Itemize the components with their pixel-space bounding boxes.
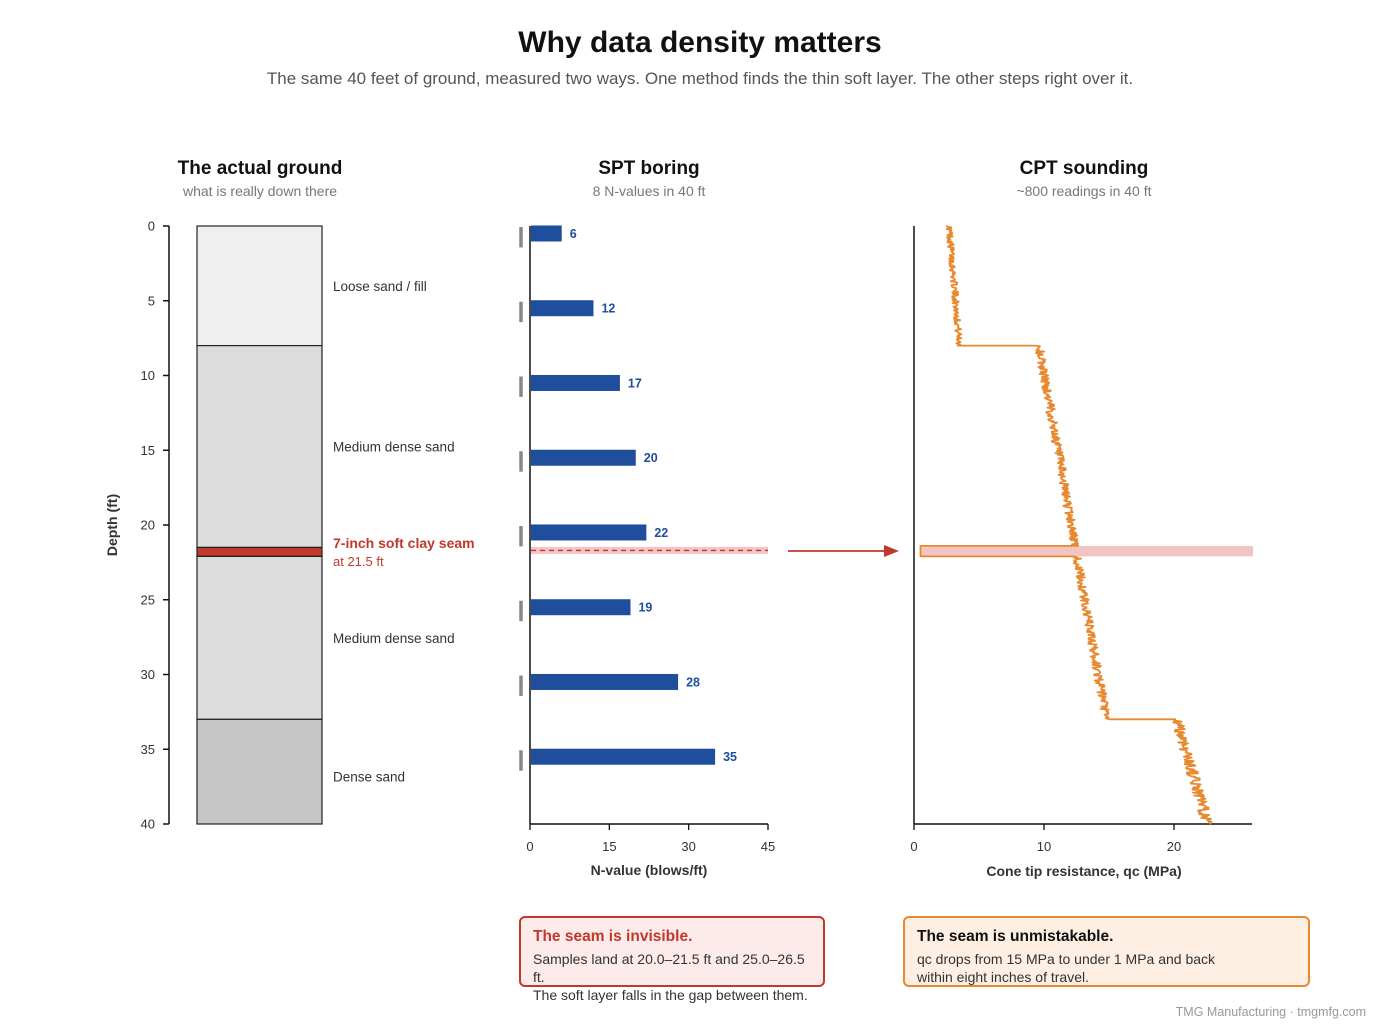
- depth-tick-label: 5: [148, 293, 155, 308]
- spt-bar: [531, 374, 620, 391]
- spt-tick-label: 30: [681, 839, 695, 854]
- cpt-callout: The seam is unmistakable. qc drops from …: [903, 916, 1310, 987]
- depth-tick-label: 15: [141, 443, 155, 458]
- spt-bar-value: 22: [654, 526, 668, 540]
- spt-bar: [531, 300, 594, 317]
- depth-tick-label: 10: [141, 368, 155, 383]
- cpt-trace: [919, 225, 1213, 825]
- clay-seam-label: 7-inch soft clay seam: [333, 535, 475, 551]
- ground-panel-title: The actual ground: [178, 158, 343, 179]
- spt-bar-value: 6: [570, 227, 577, 241]
- soil-layer-label: Medium dense sand: [333, 631, 455, 646]
- depth-tick-label: 40: [141, 817, 155, 832]
- depth-tick-label: 25: [141, 592, 155, 607]
- spt-panel-subtitle: 8 N-values in 40 ft: [593, 183, 706, 199]
- spt-bar-value: 17: [628, 376, 642, 390]
- soil-layer: [196, 555, 323, 720]
- ground-column: Loose sand / fill Medium dense sand 7-inch…: [196, 225, 475, 825]
- spt-bar: [531, 449, 636, 466]
- ground-panel-subtitle: what is really down there: [182, 183, 337, 199]
- depth-axis: 0 5 10 15 20 25 30 35 40: [141, 219, 170, 832]
- cpt-seam-band: [920, 545, 1253, 557]
- spt-bar: [531, 673, 679, 690]
- soil-layer: [196, 718, 323, 825]
- cpt-panel-title: CPT sounding: [1020, 158, 1149, 179]
- soil-layer: [196, 225, 323, 347]
- page-subtitle: The same 40 feet of ground, measured two…: [267, 69, 1133, 88]
- spt-callout-line1: Samples land at 20.0–21.5 ft and 25.0–26…: [533, 951, 805, 985]
- spt-bar-value: 28: [686, 675, 700, 689]
- spt-bar: [531, 524, 647, 541]
- spt-bar-value: 20: [644, 451, 658, 465]
- spt-bar-value: 19: [638, 601, 652, 615]
- depth-tick-label: 0: [148, 219, 155, 234]
- spt-bar-value: 12: [601, 302, 615, 316]
- spt-bar-value: 35: [723, 750, 737, 764]
- cpt-callout-title: The seam is unmistakable.: [917, 928, 1114, 945]
- spt-bar: [531, 748, 716, 765]
- cpt-tick-label: 0: [910, 839, 917, 854]
- soil-layer-label: Medium dense sand: [333, 440, 455, 455]
- spt-panel-title: SPT boring: [598, 158, 699, 179]
- spt-x-axis-label: N-value (blows/ft): [591, 862, 708, 878]
- clay-seam-layer: [196, 546, 323, 557]
- depth-axis-label: Depth (ft): [104, 494, 120, 556]
- depth-tick-label: 35: [141, 742, 155, 757]
- spt-tick-label: 0: [526, 839, 533, 854]
- soil-layer-label: Dense sand: [333, 770, 405, 785]
- cpt-panel-subtitle: ~800 readings in 40 ft: [1016, 183, 1151, 199]
- spt-tick-label: 45: [761, 839, 775, 854]
- depth-tick-label: 20: [141, 518, 155, 533]
- spt-bar: [531, 599, 631, 616]
- spt-tick-label: 15: [602, 839, 616, 854]
- depth-tick-label: 30: [141, 667, 155, 682]
- page-title: Why data density matters: [518, 26, 881, 59]
- spt-callout: The seam is invisible. Samples land at 2…: [519, 916, 825, 1003]
- cpt-callout-line2: within eight inches of travel.: [917, 969, 1089, 985]
- seam-arrow: [788, 545, 899, 557]
- cpt-tick-label: 20: [1167, 839, 1181, 854]
- cpt-panel: 0 10 20: [910, 225, 1253, 854]
- soil-layer: [196, 345, 323, 549]
- cpt-x-axis-label: Cone tip resistance, qc (MPa): [986, 863, 1181, 879]
- spt-bar: [531, 225, 562, 242]
- soil-layer-label: Loose sand / fill: [333, 279, 427, 294]
- spt-panel: 6 12 17 20 22 19 28 35 0 15 30 45: [519, 225, 775, 854]
- spt-callout-line2: The soft layer falls in the gap between …: [533, 987, 808, 1003]
- spt-callout-title: The seam is invisible.: [533, 928, 693, 945]
- clay-seam-sublabel: at 21.5 ft: [333, 554, 384, 569]
- footer-credit: TMG Manufacturing · tmgmfg.com: [1176, 1005, 1366, 1019]
- cpt-callout-line1: qc drops from 15 MPa to under 1 MPa and …: [917, 951, 1216, 967]
- cpt-tick-label: 10: [1037, 839, 1051, 854]
- seam-arrow-head: [884, 545, 899, 557]
